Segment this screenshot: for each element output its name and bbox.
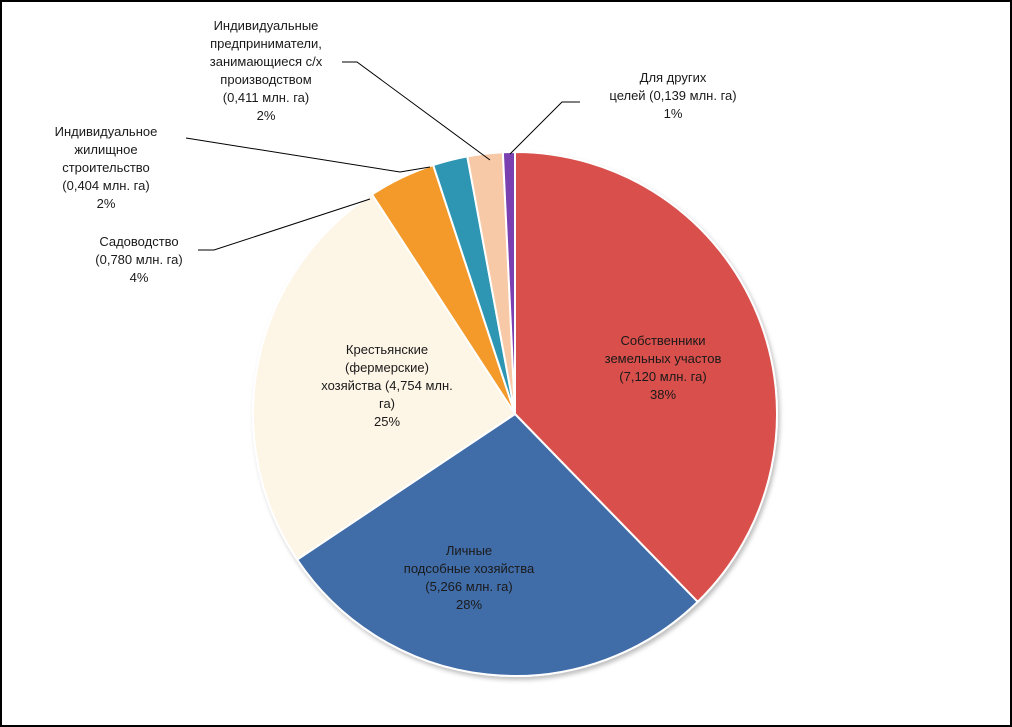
slice-label-line: Индивидуальное [55, 124, 158, 139]
slice-label-line: Садоводство [99, 234, 178, 249]
slice-label-line: 4% [130, 270, 149, 285]
leader-line-5 [342, 61, 491, 161]
slice-label-line: (0,404 млн. га) [62, 178, 149, 193]
slice-label-line: занимающиеся с/х [210, 54, 323, 69]
leader-line-6 [509, 101, 580, 155]
slice-label-1: Личные подсобные хозяйства (5,266 млн. га)… [404, 543, 535, 612]
slice-label-line: Для других [640, 70, 707, 85]
slice-label-line: га) [379, 396, 395, 411]
slice-label-line: Крестьянские [346, 342, 428, 357]
slice-label-line: 28% [456, 597, 482, 612]
pie-slice-0 [514, 150, 778, 604]
slice-label-line: (фермерские) [345, 360, 429, 375]
slice-label-line: Собственники [621, 333, 706, 348]
slice-label-line: (0,411 млн. га) [223, 90, 309, 105]
labels-layer: Собственники земельных участов (7,120 млн.… [55, 18, 737, 612]
slice-label-line: 25% [374, 414, 400, 429]
slice-label-line: предприниматели, [210, 36, 322, 51]
slice-label-line: 38% [650, 387, 676, 402]
pie-slice-6 [501, 150, 516, 415]
leader-line-4 [185, 137, 431, 173]
slice-label-line: Индивидуальные [214, 18, 319, 33]
slice-label-line: (7,120 млн. га) [619, 369, 706, 384]
slice-label-line: Личные [446, 543, 492, 558]
slice-label-2: Крестьянские (фермерские) хозяйства (4,754… [321, 342, 453, 429]
pie-slice-2 [252, 193, 517, 561]
slice-label-line: целей (0,139 млн. га) [609, 88, 736, 103]
slice-label-5: Индивидуальные предприниматели, занимающие… [210, 18, 323, 123]
slice-label-line: 2% [257, 108, 276, 123]
leader-line-3 [198, 198, 371, 251]
slice-label-line: строительство [62, 160, 150, 175]
slice-label-line: жилищное [74, 142, 137, 157]
slice-label-line: хозяйства (4,754 млн. [321, 378, 453, 393]
leaders-layer [185, 61, 580, 251]
slice-label-4: Индивидуальное жилищное строительство (0,40… [55, 124, 158, 211]
slice-label-line: 2% [97, 196, 116, 211]
slice-label-line: производством [220, 72, 311, 87]
slice-label-line: подсобные хозяйства [404, 561, 535, 576]
slice-label-line: (0,780 млн. га) [95, 252, 182, 267]
slices-layer [252, 150, 778, 677]
slice-label-line: земельных участов [605, 351, 722, 366]
slice-label-3: Садоводство (0,780 млн. га) 4% [95, 234, 182, 285]
slice-label-0: Собственники земельных участов (7,120 млн.… [605, 333, 722, 402]
slice-label-line: 1% [664, 106, 683, 121]
slice-label-line: (5,266 млн. га) [425, 579, 512, 594]
slice-label-6: Для других целей (0,139 млн. га) 1% [609, 70, 736, 121]
pie-slice-1 [295, 412, 700, 677]
